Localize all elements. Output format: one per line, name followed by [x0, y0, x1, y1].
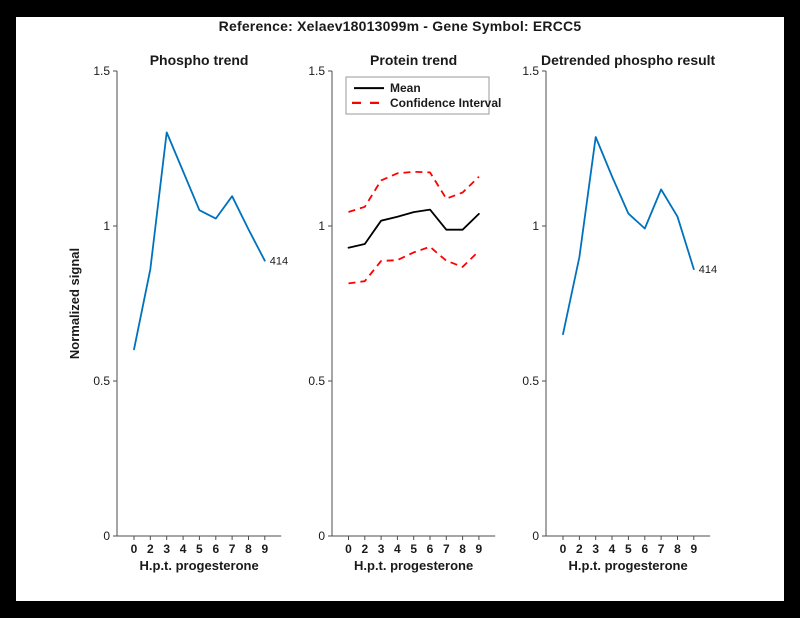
svg-text:1.5: 1.5: [522, 64, 539, 78]
svg-text:1.5: 1.5: [308, 64, 325, 78]
svg-text:Mean: Mean: [390, 81, 421, 95]
svg-text:3: 3: [592, 542, 599, 556]
svg-text:0: 0: [345, 542, 352, 556]
svg-text:0: 0: [532, 529, 539, 543]
svg-text:2: 2: [147, 542, 154, 556]
svg-text:H.p.t. progesterone: H.p.t. progesterone: [140, 558, 259, 573]
svg-text:5: 5: [410, 542, 417, 556]
svg-text:5: 5: [196, 542, 203, 556]
svg-text:2: 2: [576, 542, 583, 556]
svg-text:H.p.t. progesterone: H.p.t. progesterone: [354, 558, 473, 573]
svg-text:0: 0: [103, 529, 110, 543]
svg-text:6: 6: [427, 542, 434, 556]
svg-text:9: 9: [476, 542, 483, 556]
svg-text:4: 4: [609, 542, 616, 556]
svg-text:1: 1: [103, 219, 110, 233]
svg-text:7: 7: [443, 542, 450, 556]
svg-text:8: 8: [245, 542, 252, 556]
svg-text:7: 7: [658, 542, 665, 556]
svg-text:9: 9: [690, 542, 697, 556]
svg-text:2: 2: [361, 542, 368, 556]
svg-text:8: 8: [459, 542, 466, 556]
svg-text:1: 1: [318, 219, 325, 233]
svg-text:9: 9: [261, 542, 268, 556]
svg-text:Phospho trend: Phospho trend: [150, 52, 249, 68]
svg-text:0: 0: [560, 542, 567, 556]
svg-text:6: 6: [641, 542, 648, 556]
svg-text:414: 414: [699, 264, 717, 276]
svg-text:Normalized signal: Normalized signal: [67, 248, 82, 359]
svg-text:0.5: 0.5: [522, 374, 539, 388]
svg-text:414: 414: [270, 256, 288, 268]
svg-text:0.5: 0.5: [93, 374, 110, 388]
svg-text:0: 0: [131, 542, 138, 556]
svg-text:0: 0: [318, 529, 325, 543]
svg-text:Detrended phospho result: Detrended phospho result: [541, 52, 716, 68]
svg-text:1.5: 1.5: [93, 64, 110, 78]
svg-text:3: 3: [163, 542, 170, 556]
svg-text:5: 5: [625, 542, 632, 556]
svg-text:H.p.t. progesterone: H.p.t. progesterone: [569, 558, 688, 573]
svg-text:0.5: 0.5: [308, 374, 325, 388]
svg-text:7: 7: [229, 542, 236, 556]
svg-text:Confidence Interval: Confidence Interval: [390, 96, 501, 110]
svg-text:3: 3: [378, 542, 385, 556]
svg-text:1: 1: [532, 219, 539, 233]
svg-text:Protein trend: Protein trend: [370, 52, 457, 68]
svg-text:4: 4: [180, 542, 187, 556]
svg-text:6: 6: [212, 542, 219, 556]
svg-text:4: 4: [394, 542, 401, 556]
svg-text:8: 8: [674, 542, 681, 556]
